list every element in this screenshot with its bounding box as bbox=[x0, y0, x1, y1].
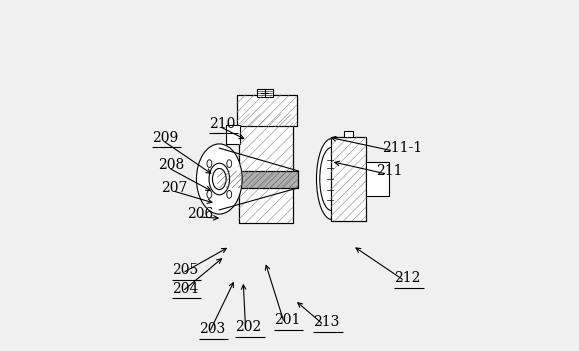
Text: 201: 201 bbox=[274, 313, 300, 327]
Bar bbox=[218, 171, 298, 188]
Ellipse shape bbox=[207, 191, 212, 198]
Text: 205: 205 bbox=[172, 263, 198, 277]
Ellipse shape bbox=[320, 147, 343, 211]
Text: 210: 210 bbox=[209, 117, 235, 131]
Bar bbox=[345, 131, 353, 137]
Ellipse shape bbox=[209, 163, 229, 195]
Bar bbox=[239, 114, 293, 223]
Bar bbox=[239, 114, 293, 223]
Ellipse shape bbox=[317, 139, 347, 219]
Bar bbox=[366, 162, 389, 196]
Bar bbox=[331, 137, 366, 221]
Text: 209: 209 bbox=[152, 131, 178, 145]
Text: 211-1: 211-1 bbox=[383, 141, 423, 155]
Ellipse shape bbox=[207, 160, 212, 167]
Text: 202: 202 bbox=[235, 320, 261, 334]
Bar bbox=[257, 89, 273, 97]
Text: 213: 213 bbox=[313, 315, 340, 329]
Ellipse shape bbox=[227, 160, 232, 167]
Text: 206: 206 bbox=[187, 207, 213, 221]
Text: 208: 208 bbox=[158, 158, 184, 172]
Bar bbox=[218, 171, 298, 188]
Bar bbox=[237, 95, 296, 126]
Bar bbox=[226, 125, 240, 144]
Bar bbox=[237, 95, 296, 126]
Text: 211: 211 bbox=[376, 164, 403, 178]
Text: 212: 212 bbox=[394, 271, 420, 285]
Text: 203: 203 bbox=[199, 322, 225, 336]
Ellipse shape bbox=[227, 191, 232, 198]
Ellipse shape bbox=[196, 144, 242, 214]
Text: 204: 204 bbox=[172, 282, 198, 296]
Ellipse shape bbox=[212, 168, 226, 190]
Bar bbox=[331, 137, 366, 221]
Text: 207: 207 bbox=[162, 181, 188, 195]
